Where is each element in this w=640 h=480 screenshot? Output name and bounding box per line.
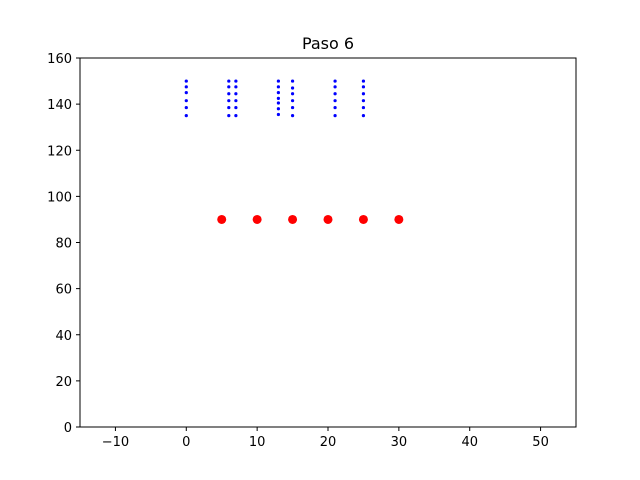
x-tick-label: 40: [461, 435, 478, 450]
y-tick-label: 100: [47, 190, 72, 205]
blue-point: [361, 92, 366, 96]
y-tick-label: 160: [47, 52, 72, 67]
blue-point: [290, 79, 295, 83]
blue-point: [227, 79, 231, 83]
blue-point: [276, 96, 280, 100]
x-tick-label: 50: [532, 435, 549, 450]
blue-point: [290, 92, 295, 96]
blue-point: [333, 114, 337, 118]
x-tick-label: 30: [391, 435, 408, 450]
blue-point: [333, 99, 337, 103]
blue-point: [234, 114, 238, 118]
x-tick-label: 0: [182, 435, 190, 450]
points-layer: [184, 79, 404, 224]
blue-point: [184, 79, 188, 83]
y-tick-label: 60: [55, 283, 72, 298]
y-tick-label: 0: [64, 421, 72, 436]
ticks-layer: −10 0 10 20 30 40 50 0 20 40 60 80 100 120 140 160: [47, 52, 549, 450]
blue-point: [184, 105, 188, 110]
blue-point: [234, 79, 238, 83]
blue-point: [361, 105, 366, 110]
blue-point: [227, 105, 231, 110]
red-point: [394, 214, 404, 224]
blue-point: [234, 105, 238, 110]
blue-point: [290, 86, 295, 90]
blue-point: [333, 85, 337, 89]
blue-point: [276, 107, 280, 111]
red-point: [358, 214, 368, 224]
y-tick-label: 120: [47, 144, 72, 159]
chart-title: Paso 6: [302, 34, 354, 53]
blue-point: [333, 105, 337, 110]
y-tick-label: 40: [55, 329, 72, 344]
blue-point: [333, 79, 337, 83]
blue-point: [361, 79, 366, 83]
blue-point: [234, 99, 238, 103]
red-point: [323, 214, 333, 224]
blue-point: [290, 99, 295, 103]
blue-point: [361, 85, 366, 89]
plot-frame: [79, 57, 577, 428]
blue-point: [361, 99, 366, 103]
red-point: [252, 214, 262, 224]
x-tick-label: 10: [249, 435, 266, 450]
x-tick-label: 20: [320, 435, 337, 450]
blue-point: [276, 79, 280, 83]
y-tick-label: 140: [47, 98, 72, 113]
blue-point: [227, 85, 231, 89]
blue-point: [184, 99, 188, 103]
y-tick-label: 20: [55, 375, 72, 390]
blue-point: [227, 99, 231, 103]
blue-point: [234, 85, 238, 89]
red-point: [288, 214, 298, 224]
blue-point: [234, 92, 238, 96]
blue-point: [290, 114, 295, 118]
y-tick-label: 80: [55, 237, 72, 252]
blue-point: [276, 85, 280, 89]
blue-point: [184, 85, 188, 89]
blue-point: [361, 114, 366, 118]
blue-point: [184, 90, 188, 95]
blue-point: [333, 92, 337, 96]
blue-point: [290, 105, 295, 110]
blue-point: [276, 90, 280, 95]
blue-point: [276, 112, 280, 117]
blue-point: [276, 101, 280, 105]
blue-point: [227, 92, 231, 96]
blue-point: [227, 114, 231, 118]
red-point: [217, 214, 227, 224]
x-tick-label: −10: [102, 435, 129, 450]
blue-point: [184, 114, 188, 118]
